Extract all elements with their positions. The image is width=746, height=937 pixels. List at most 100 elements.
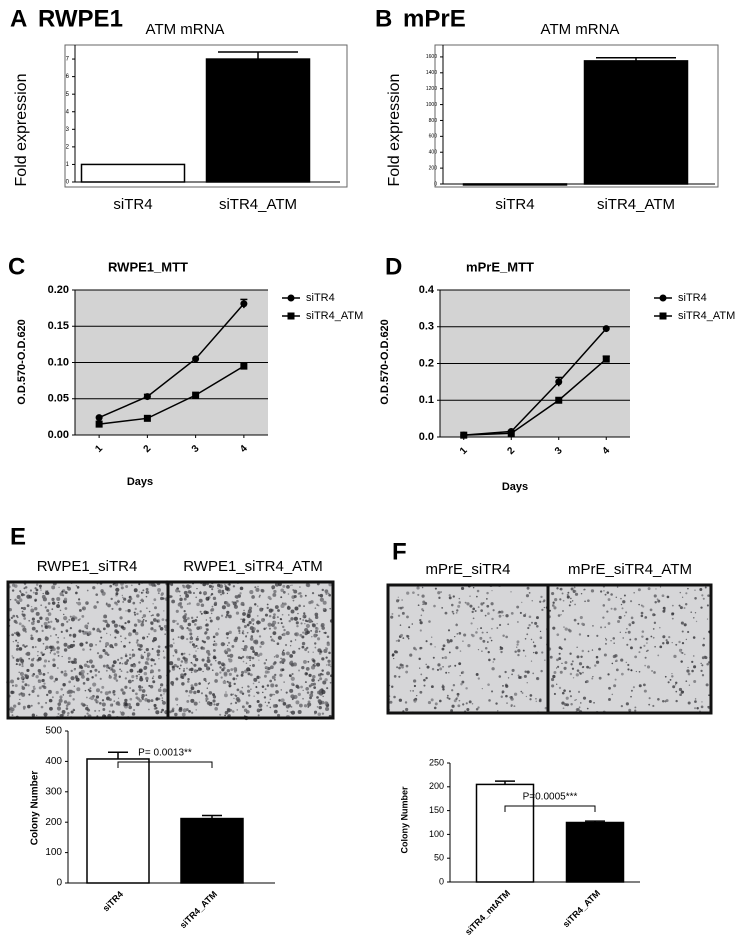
colony xyxy=(458,601,461,604)
colony xyxy=(422,603,424,605)
x-tick-label: siTR4 xyxy=(495,196,534,213)
colony xyxy=(181,712,186,717)
colony xyxy=(124,661,128,666)
colony xyxy=(687,630,690,634)
colony xyxy=(152,603,154,605)
colony xyxy=(144,619,147,622)
colony xyxy=(217,589,222,594)
colony xyxy=(582,696,587,700)
colony xyxy=(526,670,530,674)
colony xyxy=(296,624,299,628)
colony xyxy=(630,669,633,672)
colony xyxy=(58,698,63,703)
colony xyxy=(491,590,493,592)
colony xyxy=(621,607,624,610)
colony xyxy=(269,698,272,701)
colony xyxy=(88,659,93,664)
colony xyxy=(141,686,144,689)
colony xyxy=(273,640,276,643)
colony xyxy=(397,639,401,642)
colony xyxy=(436,668,440,671)
colony xyxy=(530,638,533,641)
colony xyxy=(308,618,313,624)
series-line xyxy=(99,365,245,425)
bar xyxy=(205,58,311,183)
colony xyxy=(525,594,530,598)
colony xyxy=(576,669,580,672)
colony xyxy=(92,627,96,631)
colony xyxy=(43,712,48,717)
colony xyxy=(588,699,592,704)
colony xyxy=(88,689,92,693)
colony xyxy=(272,693,274,696)
colony xyxy=(202,641,204,643)
colony xyxy=(126,659,129,662)
colony xyxy=(305,672,308,675)
colony xyxy=(316,662,321,667)
colony xyxy=(532,641,535,643)
colony xyxy=(666,595,670,599)
panel-label: B xyxy=(375,5,392,32)
colony xyxy=(311,623,316,628)
colony xyxy=(313,682,316,686)
colony xyxy=(406,635,410,638)
colony xyxy=(150,669,154,674)
colony xyxy=(236,674,239,677)
colony xyxy=(228,649,232,652)
colony xyxy=(195,709,197,711)
colony xyxy=(196,689,201,694)
colony xyxy=(595,660,600,664)
colony xyxy=(138,591,140,593)
colony xyxy=(325,592,328,595)
colony xyxy=(38,686,42,690)
chart-title: mPrE_MTT xyxy=(466,259,534,274)
colony xyxy=(485,598,488,600)
colony xyxy=(106,653,110,657)
colony xyxy=(242,630,245,633)
colony xyxy=(405,707,409,712)
colony xyxy=(694,700,697,703)
colony xyxy=(51,608,54,611)
colony xyxy=(679,591,682,594)
colony xyxy=(320,623,325,627)
colony xyxy=(142,618,145,621)
colony xyxy=(276,642,280,646)
colony xyxy=(136,670,139,673)
colony xyxy=(587,634,590,637)
colony xyxy=(456,692,460,696)
marker xyxy=(192,391,200,399)
colony xyxy=(272,704,277,708)
x-tick-label: siTR4_ATM xyxy=(597,196,675,213)
colony xyxy=(647,587,651,591)
colony xyxy=(138,688,142,692)
colony xyxy=(579,615,583,620)
colony xyxy=(287,704,292,708)
colony xyxy=(242,618,246,622)
colony xyxy=(706,618,709,620)
colony xyxy=(321,690,326,695)
colony xyxy=(411,623,414,625)
colony xyxy=(22,678,25,681)
colony xyxy=(253,695,255,697)
colony xyxy=(89,687,92,690)
colony xyxy=(30,605,33,608)
colony xyxy=(242,632,245,635)
colony xyxy=(215,703,219,707)
colony xyxy=(224,679,226,682)
colony xyxy=(316,696,319,699)
colony xyxy=(119,616,123,620)
colony xyxy=(532,651,535,654)
colony xyxy=(226,636,229,639)
colony xyxy=(607,673,610,676)
colony xyxy=(109,703,114,707)
colony xyxy=(99,640,102,643)
colony xyxy=(211,588,214,591)
colony xyxy=(529,694,533,697)
colony xyxy=(15,663,18,666)
colony xyxy=(266,684,270,687)
colony xyxy=(516,640,520,644)
y-tick-label: 1000 xyxy=(426,102,437,108)
colony xyxy=(36,694,40,698)
colony xyxy=(282,625,285,629)
